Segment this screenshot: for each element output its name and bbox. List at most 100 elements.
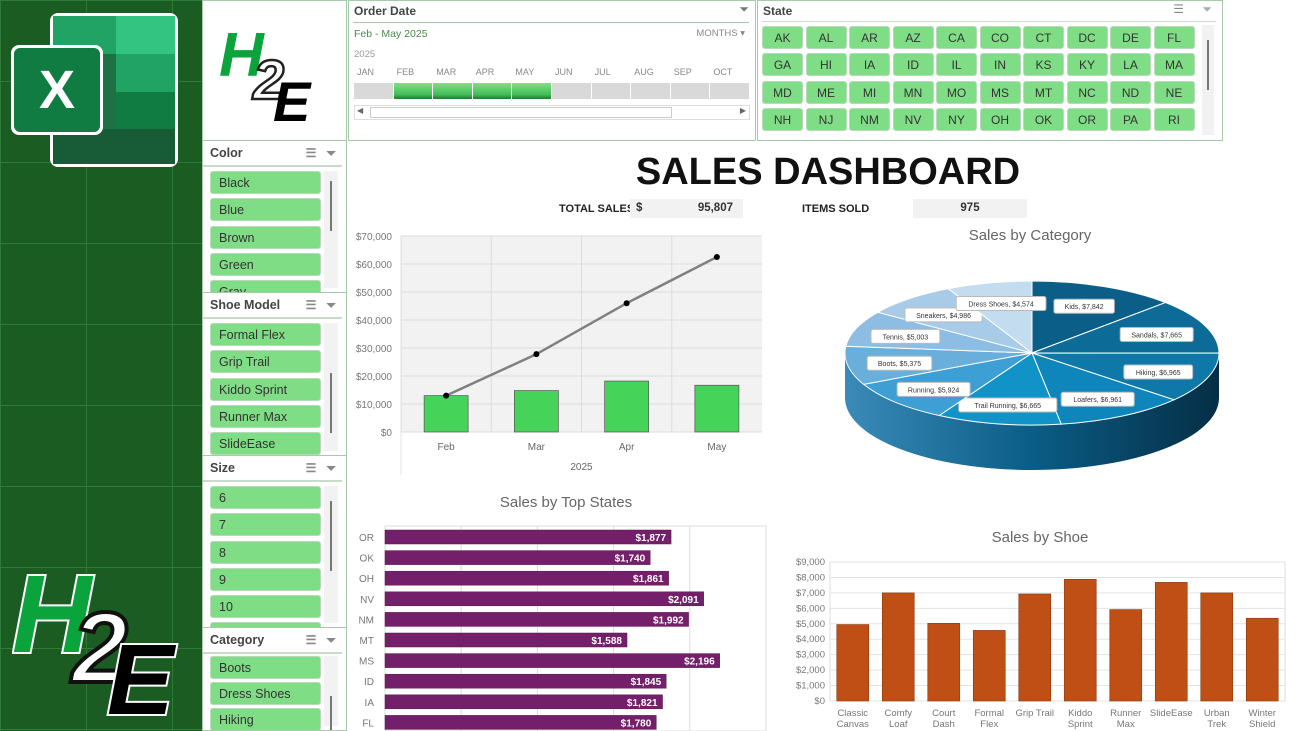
state-item[interactable]: LA xyxy=(1110,53,1151,77)
state-item[interactable]: ND xyxy=(1110,80,1151,104)
state-item[interactable]: NH xyxy=(762,107,803,131)
slicer-item[interactable]: 9 xyxy=(210,567,321,591)
state-item[interactable]: MO xyxy=(936,80,977,104)
month-bar[interactable] xyxy=(354,83,393,99)
clear-filter-icon[interactable]: ⏷ xyxy=(739,2,749,16)
bar xyxy=(384,570,669,586)
state-item[interactable]: MA xyxy=(1153,53,1195,77)
state-item[interactable]: OR xyxy=(1066,107,1108,131)
state-item[interactable]: KY xyxy=(1066,53,1108,77)
state-item[interactable]: MD xyxy=(762,80,803,104)
state-item[interactable]: PA xyxy=(1110,107,1151,131)
slicer-item[interactable]: 7 xyxy=(210,513,321,537)
state-item[interactable]: AK xyxy=(762,26,803,49)
state-item[interactable]: NJ xyxy=(805,107,847,131)
slicer-item[interactable]: Gray xyxy=(210,280,321,292)
clear-filter-icon[interactable]: ⏷ xyxy=(326,145,336,160)
clear-filter-icon[interactable]: ⏷ xyxy=(326,632,336,647)
state-item[interactable]: KS xyxy=(1023,53,1064,77)
month-label: AUG xyxy=(634,67,654,77)
slicer-scrollbar[interactable] xyxy=(324,323,338,451)
state-item[interactable]: ME xyxy=(805,80,847,104)
state-item[interactable]: NM xyxy=(849,107,890,131)
slicer-item[interactable]: Hiking xyxy=(210,708,321,730)
slicer-item[interactable]: Grip Trail xyxy=(210,350,321,374)
state-item[interactable]: AZ xyxy=(892,26,934,49)
slicer-item[interactable]: 10 xyxy=(210,595,321,619)
month-bar[interactable] xyxy=(393,83,433,99)
clear-filter-icon[interactable]: ⏷ xyxy=(326,460,336,475)
month-bar[interactable] xyxy=(631,83,670,99)
x-tick-label: Shield xyxy=(1249,719,1275,730)
slicer-item[interactable]: Brown xyxy=(210,225,321,249)
state-item[interactable]: CA xyxy=(936,26,977,49)
state-item[interactable]: AL xyxy=(805,26,847,49)
clear-filter-icon[interactable]: ⏷ xyxy=(326,297,336,312)
state-item[interactable]: OK xyxy=(1023,107,1064,131)
state-item[interactable]: CT xyxy=(1023,26,1064,49)
slicer-item[interactable]: Black xyxy=(210,171,321,194)
x-tick-label: Winter xyxy=(1249,708,1276,719)
state-scrollbar[interactable] xyxy=(1202,25,1214,135)
state-item[interactable]: NV xyxy=(892,107,934,131)
state-item[interactable]: IA xyxy=(849,53,890,77)
month-bar[interactable] xyxy=(552,83,591,99)
state-item[interactable]: RI xyxy=(1153,107,1195,131)
month-bar[interactable] xyxy=(591,83,631,99)
timeline-scrollbar[interactable]: ◀ ▶ xyxy=(354,105,750,120)
multi-select-icon[interactable]: ☰ xyxy=(1173,2,1184,16)
clear-filter-icon[interactable]: ⏷ xyxy=(1202,2,1212,16)
data-label: Dress Shoes, $4,574 xyxy=(968,302,1033,309)
slicer-item[interactable]: Blue xyxy=(210,198,321,222)
state-item[interactable]: AR xyxy=(849,26,890,49)
multi-select-icon[interactable]: ☰ xyxy=(305,633,317,647)
slicer-item[interactable]: Runner Max xyxy=(210,404,321,428)
slicer-scrollbar[interactable] xyxy=(324,656,338,730)
multi-select-icon[interactable]: ☰ xyxy=(305,146,317,160)
month-bar[interactable] xyxy=(433,83,472,99)
period-dropdown[interactable]: MONTHS ▾ xyxy=(696,28,745,39)
state-item[interactable]: DC xyxy=(1066,26,1108,49)
month-bar[interactable] xyxy=(512,83,551,99)
month-bar[interactable] xyxy=(472,83,512,99)
month-bar[interactable] xyxy=(710,83,749,99)
state-item[interactable]: NC xyxy=(1066,80,1108,104)
month-label: JUL xyxy=(594,67,611,77)
slicer-item[interactable]: 11 xyxy=(210,622,321,627)
multi-select-icon[interactable]: ☰ xyxy=(305,298,317,312)
state-item[interactable]: NY xyxy=(936,107,977,131)
state-item[interactable]: HI xyxy=(805,53,847,77)
state-item[interactable]: OH xyxy=(979,107,1021,131)
state-item[interactable]: CO xyxy=(979,26,1021,49)
state-item[interactable]: MI xyxy=(849,80,890,104)
scroll-left-icon[interactable]: ◀ xyxy=(357,106,364,115)
slicer-scrollbar[interactable] xyxy=(324,171,338,288)
slicer-scrollbar[interactable] xyxy=(324,486,338,623)
slicer-item[interactable]: Kiddo Sprint xyxy=(210,377,321,401)
scroll-right-icon[interactable]: ▶ xyxy=(739,106,746,115)
scroll-thumb[interactable] xyxy=(370,107,672,118)
state-item[interactable]: GA xyxy=(762,53,803,77)
slicer-item[interactable]: 8 xyxy=(210,540,321,564)
state-item[interactable]: FL xyxy=(1153,26,1195,49)
state-item[interactable]: IN xyxy=(979,53,1021,77)
state-item[interactable]: IL xyxy=(936,53,977,77)
slicer-item[interactable]: SlideEase xyxy=(210,432,321,455)
slicer-size: Size ☰ ⏷ 6 7 8 9 10 11 xyxy=(202,455,347,628)
slicer-item[interactable]: Green xyxy=(210,252,321,276)
x-group-label: 2025 xyxy=(570,462,593,473)
order-date-timeline[interactable]: Order Date ⏷ Feb - May 2025 MONTHS ▾ 202… xyxy=(348,0,756,141)
state-item[interactable]: NE xyxy=(1153,80,1195,104)
slicer-item[interactable]: 6 xyxy=(210,486,321,509)
slicer-item[interactable]: Dress Shoes xyxy=(210,682,321,705)
state-item[interactable]: ID xyxy=(892,53,934,77)
state-item[interactable]: MT xyxy=(1023,80,1064,104)
multi-select-icon[interactable]: ☰ xyxy=(305,461,317,475)
state-item[interactable]: MS xyxy=(979,80,1021,104)
slicer-item[interactable]: Formal Flex xyxy=(210,323,321,346)
state-item[interactable]: DE xyxy=(1110,26,1151,49)
state-item[interactable]: MN xyxy=(892,80,934,104)
month-bar[interactable] xyxy=(670,83,710,99)
slicer-item[interactable]: Boots xyxy=(210,656,321,679)
y-tick-label: FL xyxy=(362,718,374,729)
